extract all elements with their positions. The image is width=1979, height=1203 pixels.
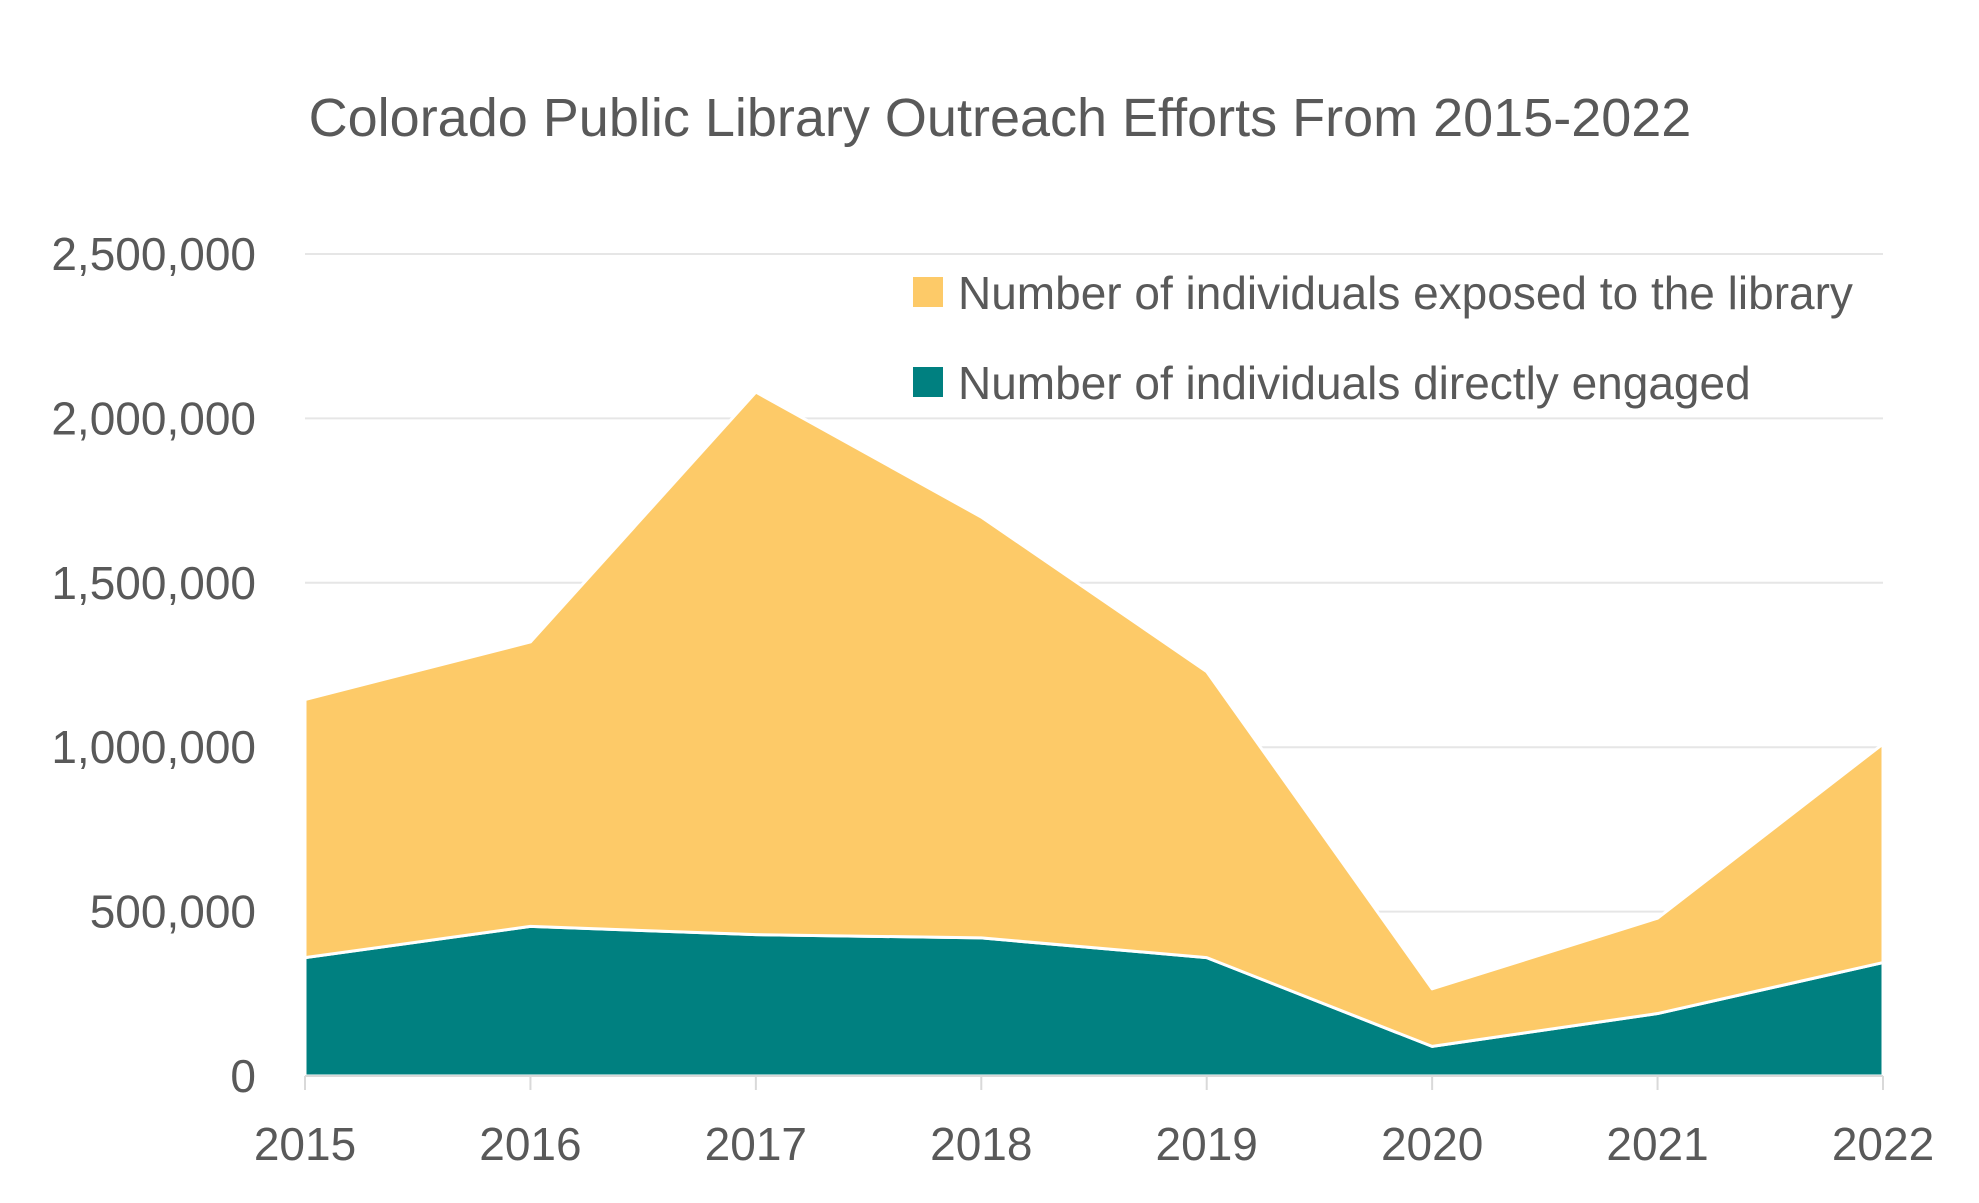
legend-swatch — [913, 277, 943, 307]
y-tick-label: 2,000,000 — [51, 392, 256, 444]
x-tick-label: 2022 — [1832, 1118, 1934, 1170]
legend-label: Number of individuals directly engaged — [958, 357, 1751, 409]
legend: Number of individuals exposed to the lib… — [913, 267, 1853, 409]
plot-areas — [303, 390, 1885, 1078]
legend-label: Number of individuals exposed to the lib… — [958, 267, 1853, 319]
x-tick-label: 2020 — [1381, 1118, 1483, 1170]
x-tick-label: 2019 — [1156, 1118, 1258, 1170]
axes: 0 500,000 1,000,000 1,500,000 2,000,000 2,500… — [51, 228, 1934, 1170]
chart-title: Colorado Public Library Outreach Efforts… — [309, 88, 1692, 148]
y-tick-label: 1,500,000 — [51, 557, 256, 609]
y-tick-label: 2,500,000 — [51, 228, 256, 280]
x-tick-label: 2018 — [930, 1118, 1032, 1170]
y-tick-label: 0 — [230, 1050, 256, 1102]
x-tick-label: 2015 — [254, 1118, 356, 1170]
x-tick-label: 2021 — [1606, 1118, 1708, 1170]
series-area-exposed — [303, 390, 1885, 1048]
legend-swatch — [913, 367, 943, 397]
x-tick-label: 2016 — [479, 1118, 581, 1170]
y-tick-label: 1,000,000 — [51, 721, 256, 773]
x-tick-label: 2017 — [705, 1118, 807, 1170]
y-tick-label: 500,000 — [90, 886, 256, 938]
